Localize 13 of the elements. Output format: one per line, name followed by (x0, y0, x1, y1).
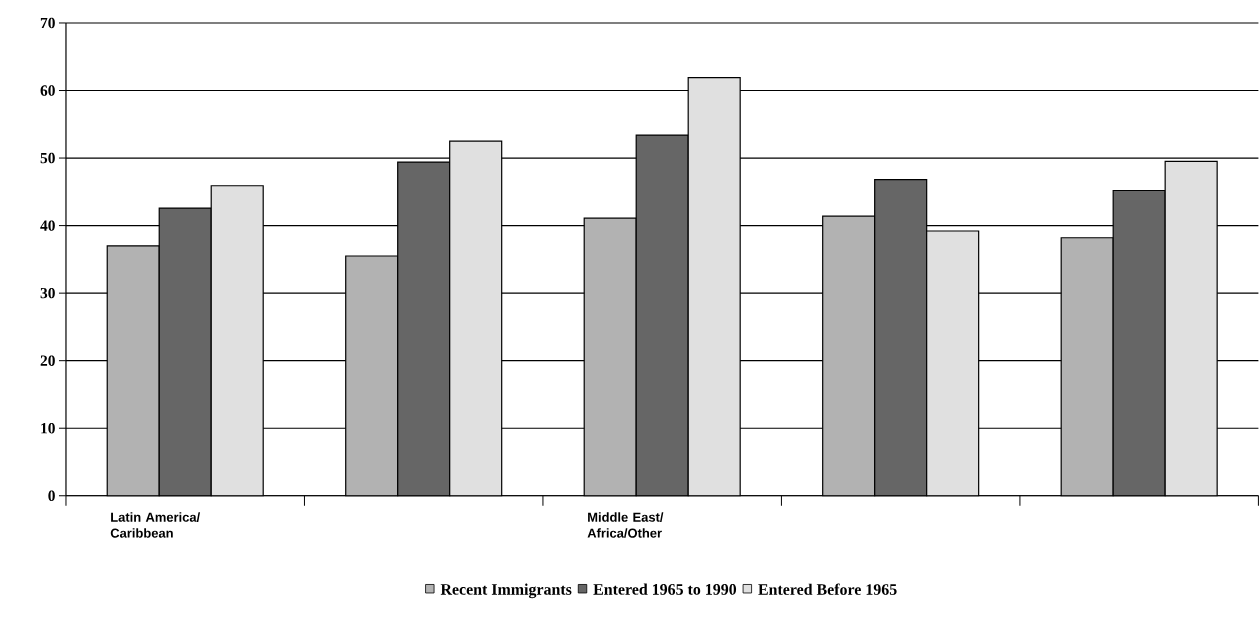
legend-label: Recent Immigrants (440, 583, 572, 599)
y-tick-label: 0 (48, 490, 55, 502)
y-tick-label: 50 (40, 153, 55, 164)
y-tick-label: 40 (40, 220, 55, 231)
y-tick-label: 70 (40, 17, 55, 29)
y-tick-label: 10 (41, 423, 55, 434)
legend-label: Entered 1965 to 1990 (593, 583, 737, 595)
y-tick-label: 30 (40, 288, 55, 299)
legend-label: Entered Before 1965 (758, 583, 897, 596)
y-tick-label: 60 (40, 85, 55, 96)
y-tick-label: 20 (40, 355, 55, 367)
x-tick-label: Latin America/ Caribbean (110, 512, 201, 538)
x-tick-label: Middle East/ Africa/Other (587, 512, 664, 538)
